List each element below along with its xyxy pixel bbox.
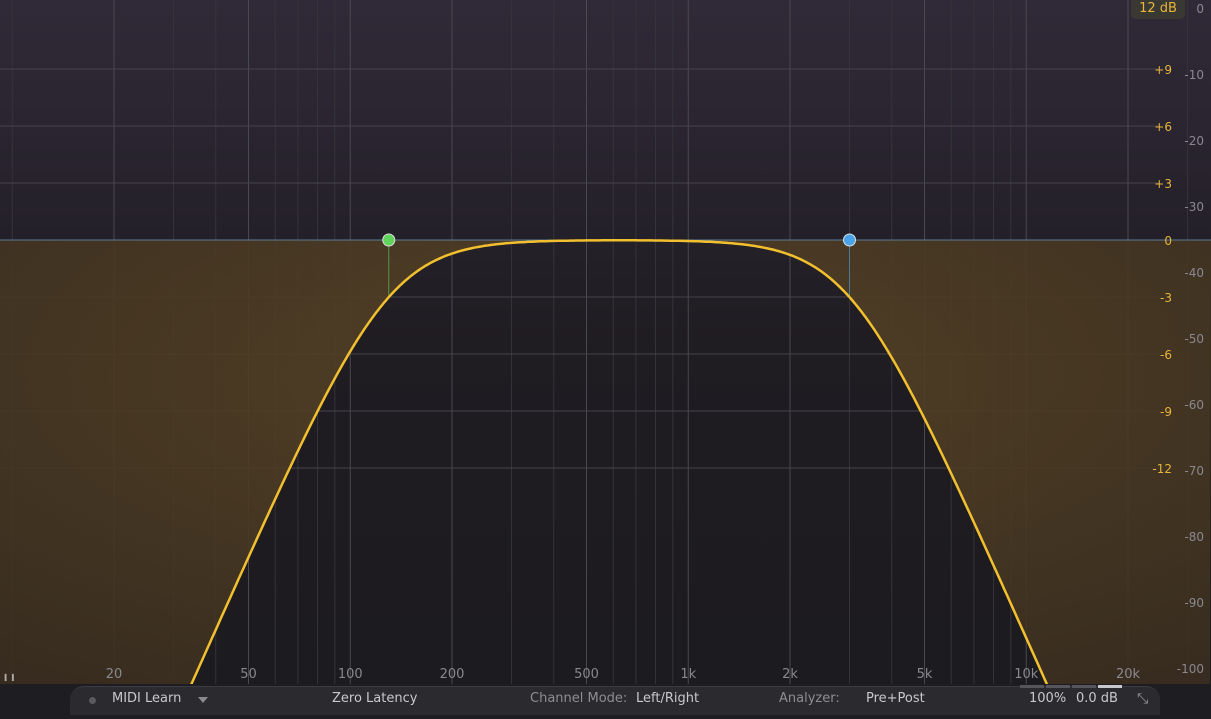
analyzer-scale-label: -40 xyxy=(1184,266,1204,280)
midi-dropdown-icon[interactable] xyxy=(198,697,208,703)
analyzer-scale-label: -80 xyxy=(1184,530,1204,544)
freq-label: 10k xyxy=(1014,667,1039,682)
analyzer-scale-label: -50 xyxy=(1184,332,1204,346)
gain-scale-label: -6 xyxy=(1160,348,1172,362)
freq-label: 20k xyxy=(1116,667,1141,682)
freq-label: 200 xyxy=(440,667,465,682)
analyzer-scale-label: -10 xyxy=(1184,68,1204,82)
freq-label: 50 xyxy=(240,667,257,682)
eq-display[interactable]: +9 +6 +3 0 -3 -6 -9 -12 0 -10 -20 -30 -40 -50 -60 -70 -8… xyxy=(0,0,1211,684)
band-node-low-pass[interactable] xyxy=(843,233,857,247)
range-button[interactable]: 12 dB xyxy=(1131,0,1185,19)
analyzer-scale-label: 0 xyxy=(1196,2,1204,16)
gain-scale-label: -3 xyxy=(1160,291,1172,305)
freq-label: 2k xyxy=(782,667,798,682)
eq-curve-fill xyxy=(0,240,1211,684)
gain-scale-label: +6 xyxy=(1154,120,1172,134)
band-node-high-cut-low[interactable] xyxy=(382,233,396,247)
analyzer-bars-icon[interactable]: ╻╻ xyxy=(2,667,16,681)
output-meter xyxy=(1046,685,1070,688)
analyzer-label: Analyzer: xyxy=(779,691,840,706)
analyzer-scale-label: -20 xyxy=(1184,134,1204,148)
midi-indicator-icon xyxy=(89,697,96,704)
channel-mode-button[interactable]: Left/Right xyxy=(636,691,700,706)
fullscreen-icon[interactable]: ⤡ xyxy=(1137,691,1149,707)
analyzer-scale-label: -60 xyxy=(1184,398,1204,412)
midi-learn-button[interactable]: MIDI Learn xyxy=(112,691,182,706)
gain-scale-label: 0 xyxy=(1164,234,1172,248)
gain-scale-label: +3 xyxy=(1154,177,1172,191)
analyzer-scale-label: -90 xyxy=(1184,596,1204,610)
output-meter xyxy=(1098,685,1122,688)
analyzer-scale-label: -100 xyxy=(1177,662,1204,676)
channel-mode-label: Channel Mode: xyxy=(530,691,628,706)
freq-label: 1k xyxy=(680,667,696,682)
latency-button[interactable]: Zero Latency xyxy=(332,691,418,706)
freq-label: 5k xyxy=(917,667,933,682)
eq-curve xyxy=(190,239,1049,684)
analyzer-scale-label: -30 xyxy=(1184,200,1204,214)
output-gain-value[interactable]: 0.0 dB xyxy=(1076,691,1118,706)
freq-label: 100 xyxy=(338,667,363,682)
bottom-bar-panel xyxy=(70,686,1160,715)
gain-scale-label: -9 xyxy=(1160,405,1172,419)
analyzer-scale-label: -70 xyxy=(1184,464,1204,478)
freq-label: 500 xyxy=(574,667,599,682)
gain-scale-label: +9 xyxy=(1154,63,1172,77)
zoom-value[interactable]: 100% xyxy=(1029,691,1067,706)
freq-label: 20 xyxy=(106,667,123,682)
gain-scale-label: -12 xyxy=(1152,462,1172,476)
analyzer-button[interactable]: Pre+Post xyxy=(866,691,925,706)
output-meter xyxy=(1020,685,1044,688)
output-meter xyxy=(1072,685,1096,688)
